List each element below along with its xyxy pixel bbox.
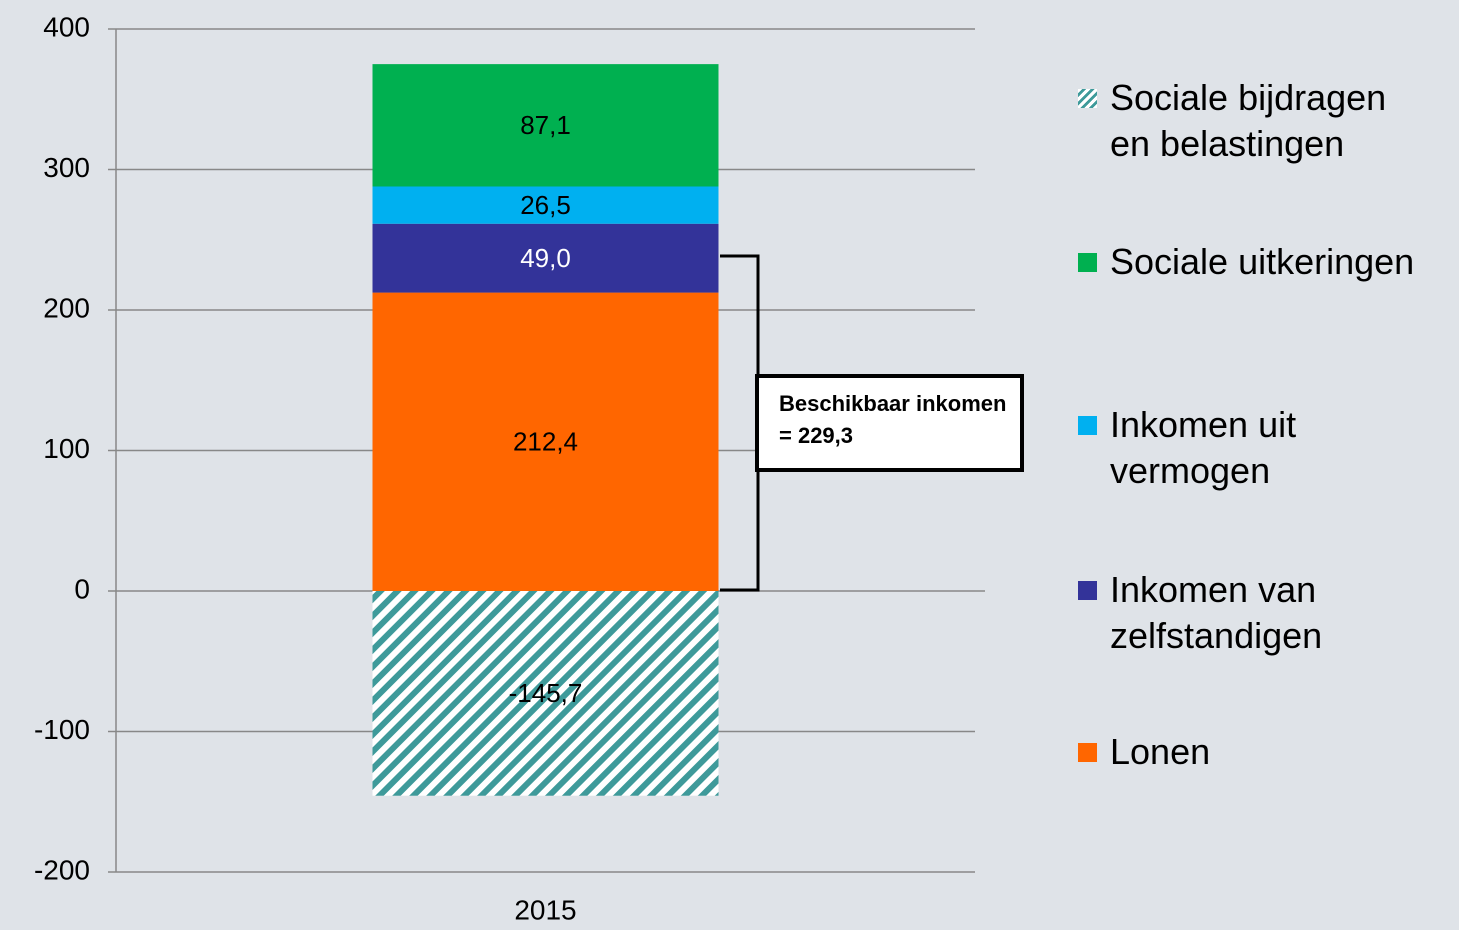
legend-item: Inkomen uit vermogen bbox=[1078, 402, 1458, 494]
bar-segment bbox=[372, 64, 719, 187]
x-tick-label: 2015 bbox=[514, 894, 576, 925]
y-tick-label: -100 bbox=[34, 714, 90, 745]
y-tick-label: 0 bbox=[74, 573, 90, 604]
legend-swatch bbox=[1078, 743, 1097, 762]
bar-segment bbox=[372, 186, 719, 224]
legend-swatch bbox=[1078, 416, 1097, 435]
legend-label: Inkomen uit vermogen bbox=[1110, 404, 1297, 491]
bar-segment bbox=[372, 292, 719, 591]
value-label: 26,5 bbox=[520, 190, 571, 220]
y-tick-label: 400 bbox=[43, 11, 90, 42]
y-tick-label: -200 bbox=[34, 854, 90, 885]
annotation-box bbox=[755, 374, 1024, 472]
legend-item: Sociale bijdragen en belastingen bbox=[1078, 75, 1458, 167]
annotation: Beschikbaar inkomen = 229,3 bbox=[779, 391, 1007, 448]
legend-swatch bbox=[1078, 89, 1097, 108]
legend-label: Sociale bijdragen en belastingen bbox=[1110, 77, 1387, 164]
value-label: -145,7 bbox=[509, 678, 583, 708]
bar-segment bbox=[372, 591, 719, 796]
value-label: 212,4 bbox=[513, 427, 578, 457]
y-tick-label: 100 bbox=[43, 433, 90, 464]
grid: -200 -100 0 100 200 300 400 2015 bbox=[34, 11, 985, 925]
legend-label: Sociale uitkeringen bbox=[1110, 241, 1415, 282]
value-label: 87,1 bbox=[520, 110, 571, 140]
legend-item: Inkomen van zelfstandigen bbox=[1078, 567, 1458, 659]
bracket bbox=[720, 254, 760, 592]
bar-segment bbox=[372, 223, 719, 293]
value-label: 49,0 bbox=[520, 243, 571, 273]
legend-swatch bbox=[1078, 581, 1097, 600]
legend-label: Inkomen van zelfstandigen bbox=[1110, 569, 1323, 656]
legend-swatch bbox=[1078, 253, 1097, 272]
legend-item: Sociale uitkeringen bbox=[1078, 239, 1458, 285]
bars: 212,4 49,0 26,5 87,1 -145,7 bbox=[372, 64, 719, 796]
y-tick-label: 200 bbox=[43, 292, 90, 323]
legend-label: Lonen bbox=[1110, 731, 1211, 772]
legend-item: Lonen bbox=[1078, 729, 1458, 775]
y-tick-label: 300 bbox=[43, 152, 90, 183]
